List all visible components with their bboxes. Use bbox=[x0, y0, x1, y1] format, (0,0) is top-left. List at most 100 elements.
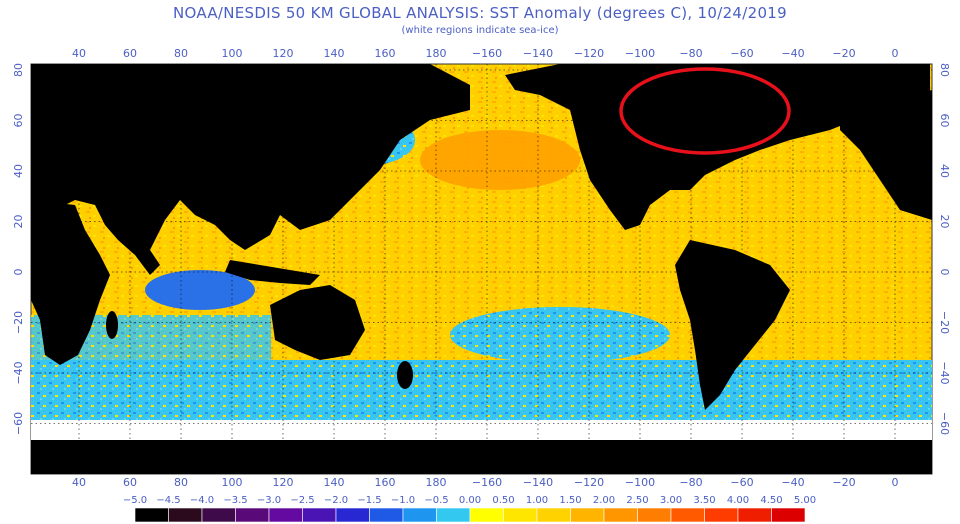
lon-tick-label: 0 bbox=[892, 47, 899, 60]
colorbar-swatch bbox=[570, 507, 605, 523]
eurasia-landmass bbox=[31, 64, 470, 250]
lon-tick-label: −40 bbox=[781, 47, 804, 60]
longitude-labels-bottom: 40 60 80 100 120 140 160 180 −160 −140 −120 −100 −80… bbox=[72, 476, 899, 489]
lon-tick-label: 60 bbox=[123, 47, 137, 60]
lon-tick-label: 140 bbox=[324, 47, 345, 60]
latitude-labels-right: 80 60 40 20 0 −20 −40 −60 bbox=[938, 63, 951, 435]
colorbar-label: 4.00 bbox=[727, 495, 749, 506]
colorbar-swatch bbox=[436, 507, 471, 523]
maritime-continent bbox=[225, 260, 320, 285]
australia-landmass bbox=[270, 285, 365, 360]
colorbar-swatch bbox=[168, 507, 203, 523]
lat-tick-label: 60 bbox=[12, 114, 25, 128]
madagascar bbox=[106, 311, 118, 339]
colorbar-label: −1.0 bbox=[391, 495, 415, 506]
colorbar-label: −3.0 bbox=[257, 495, 281, 506]
lat-tick-label: −60 bbox=[12, 412, 25, 435]
colorbar-label: 0.50 bbox=[492, 495, 514, 506]
africa-landmass bbox=[31, 200, 110, 365]
lon-tick-label: −20 bbox=[832, 476, 855, 489]
lat-tick-label: −40 bbox=[938, 361, 951, 384]
colorbar-swatch bbox=[670, 507, 705, 523]
colorbar-swatch bbox=[704, 507, 739, 523]
lon-tick-label: 120 bbox=[273, 476, 294, 489]
lon-tick-label: 0 bbox=[892, 476, 899, 489]
colorbar-label: −4.0 bbox=[190, 495, 214, 506]
colorbar-swatch bbox=[536, 507, 571, 523]
lon-tick-label: 80 bbox=[174, 476, 188, 489]
lon-tick-label: −40 bbox=[781, 476, 804, 489]
south-pacific-cool-patch bbox=[450, 307, 670, 363]
arabia-india bbox=[95, 205, 160, 275]
colorbar-label: −2.5 bbox=[290, 495, 314, 506]
lon-tick-label: 60 bbox=[123, 476, 137, 489]
lat-tick-label: 80 bbox=[938, 63, 951, 77]
colorbar bbox=[134, 507, 806, 523]
lon-tick-label: −100 bbox=[625, 476, 655, 489]
colorbar-label: 5.00 bbox=[794, 495, 816, 506]
lat-tick-label: 60 bbox=[938, 114, 951, 128]
lon-tick-label: −120 bbox=[574, 476, 604, 489]
colorbar-swatch bbox=[235, 507, 270, 523]
colorbar-swatch bbox=[134, 507, 169, 523]
colorbar-label: 4.50 bbox=[760, 495, 782, 506]
lat-tick-label: 20 bbox=[12, 215, 25, 229]
colorbar-swatch bbox=[503, 507, 538, 523]
lat-tick-label: 40 bbox=[938, 164, 951, 178]
colorbar-label: 0.00 bbox=[459, 495, 481, 506]
colorbar-label: 1.50 bbox=[559, 495, 581, 506]
colorbar-label: 1.00 bbox=[526, 495, 548, 506]
lon-tick-label: −60 bbox=[730, 476, 753, 489]
lon-tick-label: −20 bbox=[832, 47, 855, 60]
lon-tick-label: −160 bbox=[472, 47, 502, 60]
lon-tick-label: −100 bbox=[625, 47, 655, 60]
lat-tick-label: −20 bbox=[12, 311, 25, 334]
lon-tick-label: −120 bbox=[574, 47, 604, 60]
lon-tick-label: −140 bbox=[523, 47, 553, 60]
lat-tick-label: 40 bbox=[12, 164, 25, 178]
latitude-labels-left: 80 60 40 20 0 −20 −40 −60 bbox=[12, 63, 25, 435]
lat-tick-label: −60 bbox=[938, 412, 951, 435]
lon-tick-label: −140 bbox=[523, 476, 553, 489]
lat-tick-label: −20 bbox=[938, 311, 951, 334]
lon-tick-label: 100 bbox=[222, 47, 243, 60]
lat-tick-label: 0 bbox=[938, 269, 951, 276]
map-subtitle: (white regions indicate sea-ice) bbox=[401, 25, 559, 36]
colorbar-labels: −5.0 −4.5 −4.0 −3.5 −3.0 −2.5 −2.0 −1.5 −1.0 −0.5… bbox=[123, 495, 816, 506]
colorbar-swatch bbox=[302, 507, 337, 523]
antarctica-landmass bbox=[31, 440, 932, 474]
colorbar-swatch bbox=[402, 507, 437, 523]
lat-tick-label: −40 bbox=[12, 361, 25, 384]
colorbar-label: −5.0 bbox=[123, 495, 147, 506]
lon-tick-label: 100 bbox=[222, 476, 243, 489]
lon-tick-label: 120 bbox=[273, 47, 294, 60]
lon-tick-label: −160 bbox=[472, 476, 502, 489]
lon-tick-label: 40 bbox=[72, 476, 86, 489]
colorbar-swatch bbox=[268, 507, 303, 523]
annotation-circle bbox=[619, 67, 791, 155]
colorbar-swatch bbox=[335, 507, 370, 523]
colorbar-swatch bbox=[637, 507, 672, 523]
colorbar-label: 3.50 bbox=[693, 495, 715, 506]
colorbar-swatch bbox=[201, 507, 236, 523]
lat-tick-label: 20 bbox=[938, 215, 951, 229]
colorbar-swatch bbox=[369, 507, 404, 523]
lon-tick-label: −80 bbox=[679, 476, 702, 489]
lon-tick-label: −60 bbox=[730, 47, 753, 60]
colorbar-swatch bbox=[771, 507, 806, 523]
lon-tick-label: 160 bbox=[375, 47, 396, 60]
longitude-labels-top: 40 60 80 100 120 140 160 180 −160 −140 −120 −100 −80… bbox=[72, 47, 899, 60]
colorbar-swatch bbox=[469, 507, 504, 523]
colorbar-label: −0.5 bbox=[424, 495, 448, 506]
lon-tick-label: 160 bbox=[375, 476, 396, 489]
colorbar-label: −3.5 bbox=[223, 495, 247, 506]
colorbar-label: −1.5 bbox=[357, 495, 381, 506]
lon-tick-label: 180 bbox=[426, 476, 447, 489]
southern-ocean-cool-band bbox=[31, 360, 932, 420]
colorbar-swatch bbox=[603, 507, 638, 523]
lat-tick-label: 80 bbox=[12, 63, 25, 77]
graticule bbox=[31, 64, 932, 474]
lat-tick-label: 0 bbox=[12, 269, 25, 276]
lon-tick-label: 40 bbox=[72, 47, 86, 60]
